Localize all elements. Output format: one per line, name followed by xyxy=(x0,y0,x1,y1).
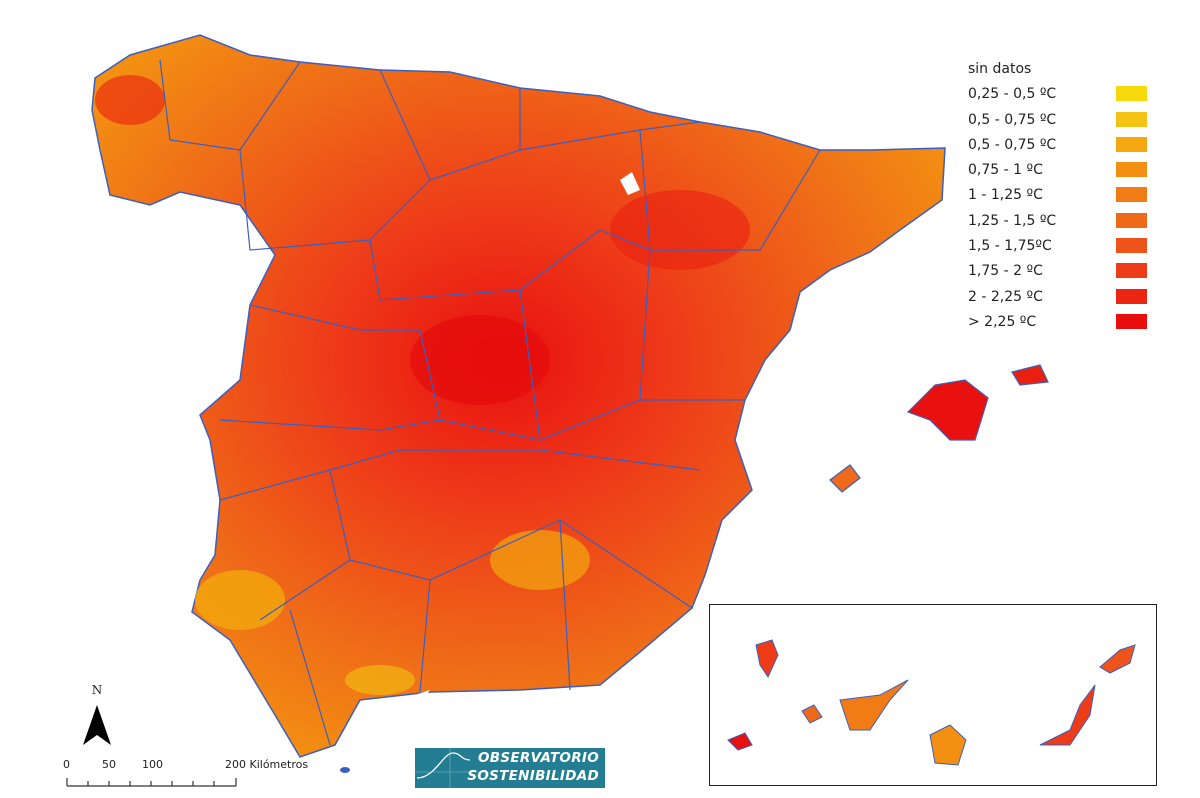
legend-label: 0,5 - 0,75 ºC xyxy=(968,136,1057,153)
north-arrow: N xyxy=(80,683,114,751)
menorca xyxy=(1011,364,1049,386)
legend-swatch xyxy=(1116,238,1147,254)
logo-line1: OBSERVATORIO xyxy=(478,750,599,766)
lanzarote xyxy=(1099,644,1136,674)
legend-label: 1,25 - 1,5 ºC xyxy=(968,212,1057,229)
scale-tick-label: 200 Kilómetros xyxy=(225,758,309,771)
legend-swatch xyxy=(1116,313,1147,329)
region-center-red xyxy=(410,315,550,405)
legend-swatch xyxy=(1116,162,1147,178)
province-borders xyxy=(159,59,821,746)
tenerife xyxy=(839,679,909,731)
legend-label: > 2,25 ºC xyxy=(968,313,1037,330)
legend-item: 1 - 1,25 ºC xyxy=(968,184,1158,209)
el-hierro xyxy=(727,732,753,751)
legend-swatch xyxy=(1116,263,1147,279)
legend-item: 0,75 - 1 ºC xyxy=(968,159,1158,184)
canary-islands xyxy=(727,639,1136,766)
bell-curve-icon xyxy=(415,748,485,788)
legend-item: 1,5 - 1,75ºC xyxy=(968,235,1158,260)
region-south-yellow xyxy=(195,570,285,630)
gran-canaria xyxy=(929,724,967,766)
region-aragon-red xyxy=(610,190,750,270)
legend: sin datos 0,25 - 0,5 ºC 0,5 - 0,75 ºC 0,… xyxy=(968,58,1158,336)
no-data-patch xyxy=(620,172,640,195)
north-label: N xyxy=(91,683,103,697)
scale-bar-line xyxy=(66,778,237,787)
legend-label: 1 - 1,25 ºC xyxy=(968,187,1043,204)
legend-item: 1,25 - 1,5 ºC xyxy=(968,210,1158,235)
legend-swatch xyxy=(1116,86,1147,102)
no-data-patch xyxy=(400,690,430,705)
scale-tick-label: 50 xyxy=(102,758,116,771)
canary-islands-map xyxy=(727,639,1136,766)
legend-swatch xyxy=(1116,111,1147,127)
region-jaen-yellow xyxy=(490,530,590,590)
observatorio-sostenibilidad-logo: OBSERVATORIO SOSTENIBILIDAD xyxy=(415,748,605,788)
legend-item: > 2,25 ºC xyxy=(968,311,1158,336)
legend-label: 1,5 - 1,75ºC xyxy=(968,238,1052,255)
la-gomera xyxy=(801,704,823,724)
legend-item: 2 - 2,25 ºC xyxy=(968,286,1158,311)
region-malaga-yellow xyxy=(345,665,415,695)
legend-label: 1,75 - 2 ºC xyxy=(968,263,1043,280)
canary-islands-inset xyxy=(709,604,1157,786)
legend-item: 0,5 - 0,75 ºC xyxy=(968,109,1158,134)
north-arrow-icon xyxy=(83,705,111,745)
legend-item: 0,25 - 0,5 ºC xyxy=(968,83,1158,108)
la-palma xyxy=(755,639,779,679)
legend-swatch xyxy=(1116,288,1147,304)
balearic-islands xyxy=(829,364,1049,493)
legend-swatch xyxy=(1116,136,1147,152)
legend-label: 0,25 - 0,5 ºC xyxy=(968,86,1057,103)
legend-swatch xyxy=(1116,187,1147,203)
scale-tick-label: 100 xyxy=(142,758,163,771)
ceuta xyxy=(340,767,350,773)
legend-label: 0,5 - 0,75 ºC xyxy=(968,111,1057,128)
ibiza xyxy=(829,464,861,493)
legend-swatch xyxy=(1116,212,1147,228)
scale-tick-label: 0 xyxy=(63,758,70,771)
legend-item: sin datos xyxy=(968,58,1158,83)
mallorca xyxy=(906,379,989,441)
legend-label: 2 - 2,25 ºC xyxy=(968,288,1043,305)
fuerteventura xyxy=(1039,684,1096,746)
legend-item: 1,75 - 2 ºC xyxy=(968,260,1158,285)
region-galicia-red xyxy=(95,75,165,125)
legend-label: 0,75 - 1 ºC xyxy=(968,162,1043,179)
peninsula xyxy=(91,34,946,758)
logo-line2: SOSTENIBILIDAD xyxy=(467,768,599,784)
legend-item: 0,5 - 0,75 ºC xyxy=(968,134,1158,159)
legend-label: sin datos xyxy=(968,61,1032,77)
